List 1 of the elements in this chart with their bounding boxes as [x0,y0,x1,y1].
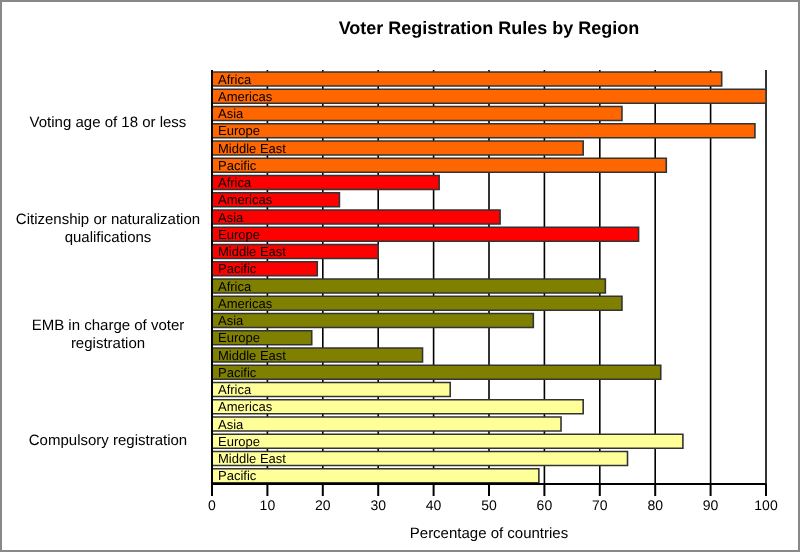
chart-title: Voter Registration Rules by Region [336,18,642,38]
